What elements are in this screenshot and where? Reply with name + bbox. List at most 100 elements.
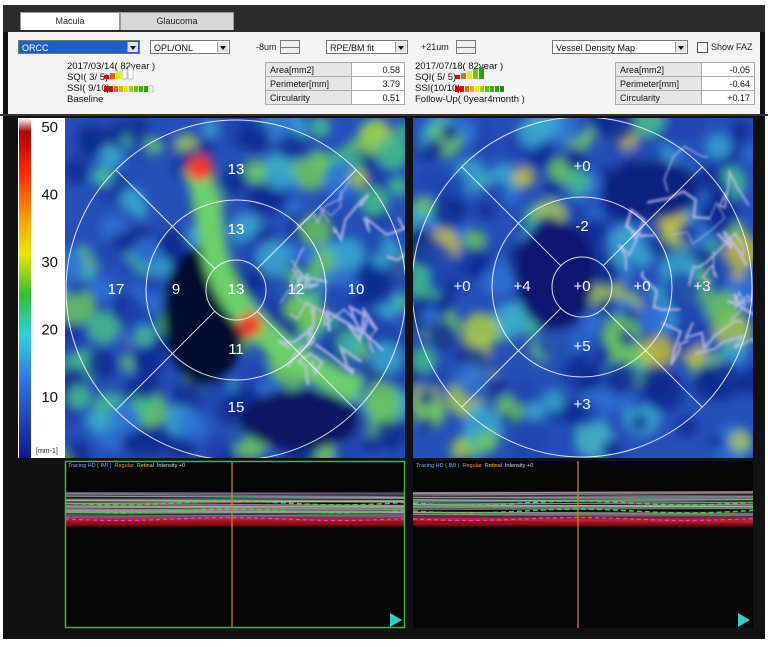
retina-texture: [413, 495, 753, 499]
tab[interactable]: Macula: [20, 12, 120, 30]
segmentation-line: [413, 508, 753, 514]
texture-blob: [427, 269, 451, 293]
grid-ring: [551, 256, 613, 318]
texture-blob: [445, 279, 459, 294]
retina-texture: [413, 491, 753, 494]
dark-area: [515, 220, 595, 330]
offset-label: -8um: [256, 42, 277, 52]
scale-tick-label: 30: [41, 254, 58, 271]
vessel: [314, 343, 363, 377]
ssi: SSI(10/10): [415, 83, 461, 94]
checkbox[interactable]: [697, 42, 708, 53]
texture-blob: [369, 341, 403, 375]
vessel: [687, 232, 745, 287]
texture-blob: [731, 268, 744, 281]
vessel: [357, 321, 377, 354]
retina-texture: [65, 497, 405, 501]
etdrs-grid: [65, 119, 405, 458]
retina-texture: [413, 497, 753, 500]
texture-blob: [237, 267, 251, 281]
texture-blob: [267, 118, 295, 138]
faz-metrics: Area[mm2] -0.05 Perimeter[mm] -0.64 Circul…: [615, 62, 755, 105]
texture-blob: [126, 119, 151, 144]
vessels: [617, 145, 753, 366]
visit: Follow-Up( 0year4month ): [415, 94, 525, 105]
retina-texture: [413, 492, 753, 497]
texture-blob: [260, 152, 299, 191]
rpe-band: [413, 517, 753, 526]
texture-blob: [220, 167, 248, 195]
map-type-dropdown[interactable]: Vessel Density Map: [552, 40, 688, 54]
retina-texture: [65, 495, 405, 499]
reference-dropdown[interactable]: RPE/BM fit: [326, 40, 408, 54]
retina-texture: [413, 497, 753, 500]
dropdown-text: RPE/BM fit: [330, 43, 375, 53]
texture-blob: [583, 351, 599, 366]
scan-info: 2017/07/18( 82year ) SQI( 5/ 5) SSI(10/1…: [415, 61, 525, 105]
b-scan-label: Tracing HD ( IMI ) Regular Retinal Intensit…: [68, 463, 185, 469]
vessel: [701, 250, 718, 283]
scan-date: 2017/07/18( 82year ): [415, 61, 504, 72]
quality-bars: [104, 66, 504, 93]
texture-blob: [132, 202, 149, 219]
bright-band: [182, 159, 365, 403]
offset-spinner[interactable]: [280, 40, 300, 54]
texture-blob: [640, 364, 676, 400]
texture-blob: [543, 178, 563, 197]
texture-blob: [421, 306, 441, 326]
metric-value: 0.51: [351, 90, 405, 105]
sector-value: +0: [453, 278, 470, 295]
sector-value: -2: [575, 218, 588, 235]
texture-blob: [481, 181, 512, 212]
texture-blob: [310, 118, 331, 138]
scan-info: 2017/03/14( 82year ) SQI( 3/ 5) SSI( 9/1…: [67, 61, 155, 105]
vessel: [288, 300, 358, 328]
layer-top-dropdown[interactable]: ORCC: [18, 40, 140, 54]
sector-value: +5: [573, 338, 590, 355]
scale-unit: [mm-1]: [36, 448, 58, 455]
texture-blob: [99, 146, 123, 170]
retina-texture: [65, 514, 405, 517]
dark-area: [600, 160, 700, 220]
texture-blob: [147, 139, 163, 155]
texture-blob: [463, 230, 486, 252]
retina-texture: [65, 506, 405, 510]
texture-blob: [677, 416, 697, 437]
texture-blob: [87, 311, 121, 345]
grid-spoke: [602, 307, 703, 408]
sector-value: +0: [573, 278, 590, 295]
tab[interactable]: Glaucoma: [120, 12, 234, 30]
offset-spinner[interactable]: [456, 40, 476, 54]
sqi: SQI( 3/ 5): [67, 72, 109, 83]
texture-blob: [363, 382, 401, 420]
texture-blob: [503, 187, 520, 205]
texture-blob: [256, 239, 293, 276]
scale-tick-label: 50: [41, 119, 58, 136]
offset-label: +21um: [421, 42, 449, 52]
layer-bottom-dropdown[interactable]: OPL/ONL: [150, 40, 230, 54]
retina-texture: [413, 505, 753, 510]
scale-tick-label: 20: [41, 321, 58, 338]
texture-blob: [65, 157, 90, 184]
texture-blob: [414, 168, 446, 200]
scale-tick-label: 10: [41, 389, 58, 406]
b-scan-background: [413, 461, 753, 628]
retina-texture: [65, 495, 405, 500]
texture-blob: [352, 290, 369, 307]
vessel: [617, 234, 655, 271]
texture-blob: [437, 170, 467, 200]
texture-blob: [257, 379, 276, 397]
retina-texture: [413, 494, 753, 498]
map-texture: [413, 118, 753, 458]
play-button: [738, 613, 750, 627]
retina-texture: [65, 500, 405, 505]
texture-blob: [427, 320, 457, 350]
texture-blob: [742, 146, 753, 163]
density-map: [413, 118, 753, 458]
texture-blob: [477, 118, 493, 132]
grid-spoke: [115, 310, 216, 411]
b-scan-label-part: Tracing HD ( IMI ): [68, 463, 112, 469]
texture-blob: [564, 147, 588, 171]
grid-ring: [413, 118, 753, 458]
vessel: [279, 269, 312, 309]
